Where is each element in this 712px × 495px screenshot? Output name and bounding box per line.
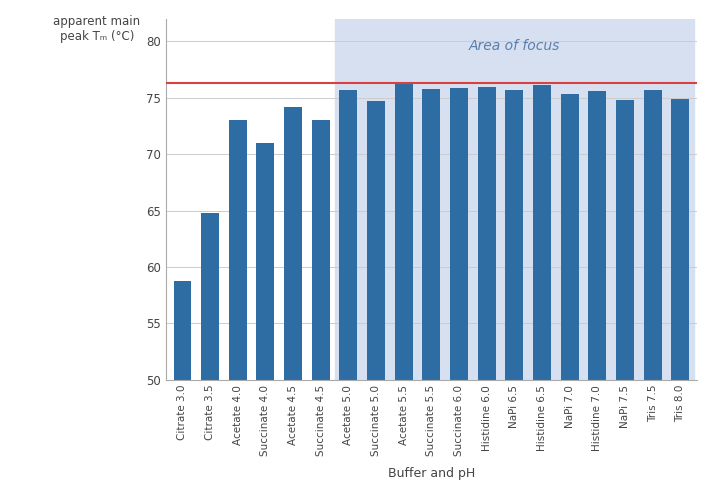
Bar	[533, 86, 551, 495]
Bar	[616, 100, 634, 495]
Bar	[229, 120, 247, 495]
Bar	[367, 101, 385, 495]
Bar	[644, 90, 661, 495]
Bar	[174, 281, 192, 495]
Text: apparent main
peak Tₘ (°C): apparent main peak Tₘ (°C)	[53, 15, 140, 43]
Bar	[588, 91, 607, 495]
X-axis label: Buffer and pH: Buffer and pH	[388, 467, 475, 480]
Bar	[340, 90, 357, 495]
Bar	[478, 87, 496, 495]
Bar	[394, 83, 413, 495]
Bar	[284, 107, 302, 495]
Bar	[561, 95, 579, 495]
Bar	[256, 143, 274, 495]
Bar	[450, 88, 468, 495]
Bar	[671, 99, 689, 495]
Bar	[201, 213, 219, 495]
Bar	[335, 19, 694, 380]
Text: Area of focus: Area of focus	[468, 39, 560, 53]
Bar	[506, 90, 523, 495]
Bar	[422, 89, 441, 495]
Bar	[312, 120, 330, 495]
